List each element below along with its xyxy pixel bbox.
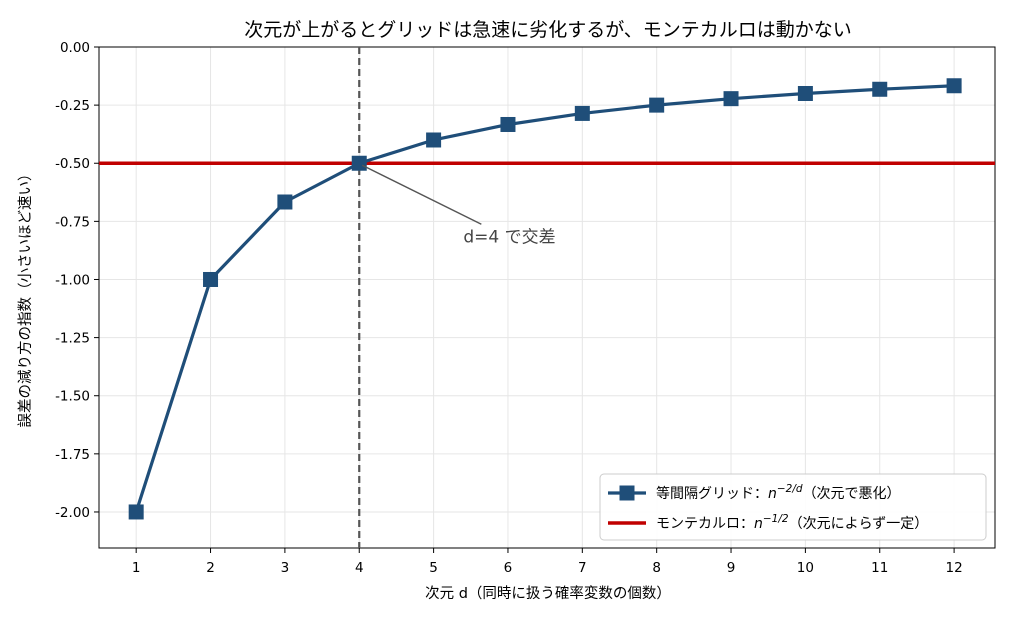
y-tick-label: -0.50 [55, 156, 90, 172]
x-axis-ticks: 1 2 3 4 5 6 7 8 9 10 11 12 [132, 548, 963, 576]
legend: 等間隔グリッド：n−2/d（次元で悪化） モンテカルロ：n−1/2（次元によらず一… [599, 473, 987, 541]
legend-label: 等間隔グリッド：n−2/d（次元で悪化） [656, 483, 901, 502]
annotation-arrow [361, 164, 482, 225]
grid-series-line [134, 84, 955, 513]
x-axis-label: 次元 d（同時に扱う確率変数の個数） [425, 585, 671, 602]
y-tick-label: -1.00 [55, 272, 90, 288]
legend-label: モンテカルロ：n−1/2（次元によらず一定） [656, 513, 928, 532]
grid-series-point-7 [574, 105, 590, 121]
legend-entry-monte-carlo: モンテカルロ：n−1/2（次元によらず一定） [608, 513, 928, 532]
annotation-layer: d=4 で交差 [361, 164, 556, 247]
grid-series-point-5 [426, 132, 442, 148]
x-tick-label: 3 [281, 560, 290, 576]
grid-series-point-4 [351, 155, 367, 171]
y-axis-ticks: 0.00 -0.25 -0.50 -0.75 -1.00 -1.25 -1.50 -1.75 -… [55, 40, 99, 521]
grid-lines [99, 46, 995, 548]
x-tick-label: 12 [946, 560, 963, 576]
x-tick-label: 2 [206, 560, 215, 576]
y-tick-label: -0.25 [55, 98, 90, 114]
x-tick-label: 1 [132, 560, 141, 576]
grid-series-point-3 [277, 194, 293, 210]
x-tick-label: 7 [578, 560, 587, 576]
y-tick-label: -2.00 [55, 505, 90, 521]
grid-series-point-10 [797, 85, 813, 101]
grid-series-point-11 [872, 81, 888, 97]
x-tick-label: 11 [871, 560, 888, 576]
x-tick-label: 5 [429, 560, 438, 576]
y-tick-label: -0.75 [55, 214, 90, 230]
y-tick-label: -1.50 [55, 389, 90, 405]
x-tick-label: 6 [504, 560, 513, 576]
grid-series-point-8 [649, 97, 665, 113]
annotation-label: d=4 で交差 [463, 227, 555, 247]
x-tick-label: 10 [797, 560, 814, 576]
plot-area [98, 46, 996, 549]
grid-series-layer [128, 78, 962, 520]
y-tick-label: -1.25 [55, 331, 90, 347]
y-tick-label: 0.00 [60, 40, 90, 56]
x-tick-label: 9 [727, 560, 736, 576]
legend-entry-grid: 等間隔グリッド：n−2/d（次元で悪化） [608, 483, 901, 502]
grid-series-point-6 [500, 116, 516, 132]
y-axis-label: 誤差の減り方の指数（小さいほど速い） [17, 167, 34, 428]
grid-series-point-2 [203, 271, 219, 287]
legend-marker-swatch [619, 485, 635, 501]
grid-series-point-12 [946, 78, 962, 94]
grid-series-point-1 [128, 504, 144, 520]
x-tick-label: 8 [652, 560, 661, 576]
y-tick-label: -1.75 [55, 447, 90, 463]
x-tick-label: 4 [355, 560, 364, 576]
legend-box [599, 473, 987, 541]
chart-title: 次元が上がるとグリッドは急速に劣化するが、モンテカルロは動かない [244, 19, 852, 41]
grid-series-point-9 [723, 91, 739, 107]
